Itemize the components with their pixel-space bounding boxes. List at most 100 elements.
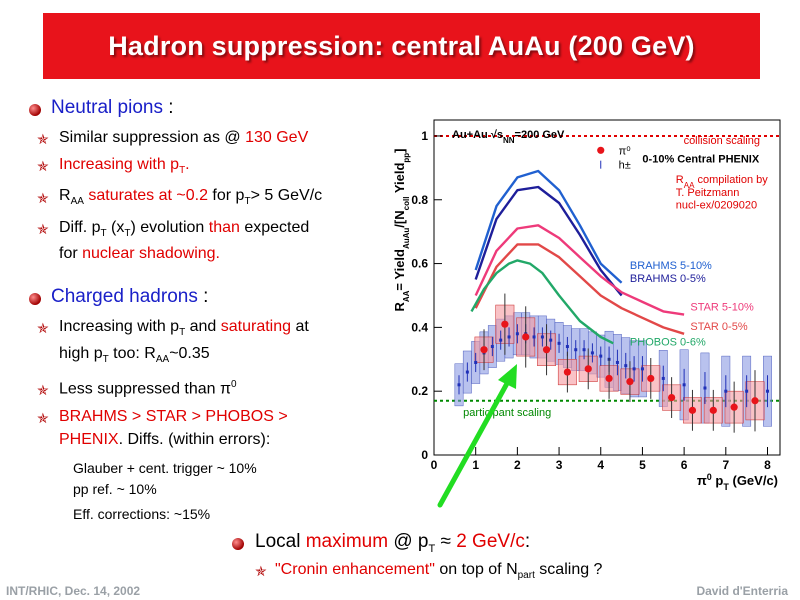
hadron-error-box	[658, 350, 668, 407]
star-bullet-icon: ✯	[255, 563, 267, 579]
hadron-error-box	[571, 328, 581, 372]
pi0-error-box	[620, 368, 640, 395]
hadron-point	[615, 360, 619, 364]
hadron-point	[765, 389, 769, 393]
hadron-point	[515, 332, 519, 336]
hadron-point	[532, 335, 536, 339]
hadron-error-box	[721, 355, 731, 427]
curve-star-0-5-	[474, 243, 685, 335]
hadron-point	[745, 389, 749, 393]
neutral-item-3: RAA saturates at ~0.2 for pT> 5 GeV/c	[59, 187, 323, 208]
hadron-error-box	[562, 325, 572, 368]
pi0-point	[522, 333, 530, 341]
pi0-point	[647, 374, 655, 383]
hadron-error-box	[604, 330, 614, 388]
x-tick-label: 4	[597, 458, 604, 472]
hadron-point	[590, 351, 594, 355]
hadron-point	[457, 383, 461, 387]
y-tick-label: 0.2	[411, 384, 428, 398]
hadron-point	[482, 351, 486, 355]
x-tick-label: 7	[722, 458, 729, 472]
hadron-point	[524, 332, 528, 336]
pi0-point	[501, 320, 509, 328]
star-bullet-icon: ✯	[37, 382, 49, 398]
x-axis-label: π0 pT (GeV/c)	[697, 472, 778, 492]
pi0-point	[626, 378, 634, 386]
hadron-error-box	[512, 312, 522, 356]
pi0-point	[584, 365, 592, 373]
annotation-compilation-3: nucl-ex/0209020	[676, 200, 757, 212]
local-maximum-text: Local maximum @ pT ≈ 2 GeV/c:	[255, 531, 531, 555]
annotation-system: Au+Au √sNN=200 GeV	[452, 129, 565, 145]
hadron-point	[661, 376, 665, 380]
y-tick-label: 0.4	[411, 320, 428, 334]
plot-frame	[433, 119, 781, 456]
hadron-point	[549, 338, 553, 342]
hadron-error-box	[763, 355, 772, 427]
charged-item-3-cont: PHENIX. Diffs. (within errors):	[59, 431, 271, 448]
annotation-compilation-2: T. Peitzmann	[676, 187, 740, 199]
hadron-error-box	[537, 315, 547, 359]
hadron-point	[682, 383, 686, 387]
pi0-point	[605, 374, 613, 383]
charged-item-2: Less suppressed than π0	[59, 379, 237, 398]
charged-item-1: Increasing with pT and saturating at	[59, 318, 309, 339]
hadron-error-box	[638, 340, 647, 398]
annotation-participant-scaling: participant scaling	[463, 407, 551, 419]
hadron-error-box	[679, 349, 689, 421]
x-tick-label: 5	[639, 458, 646, 472]
hadron-error-box	[521, 312, 531, 356]
pi0-point	[709, 406, 717, 414]
annotation-centrality: 0-10% Central PHENIX	[642, 153, 759, 165]
hadron-error-box	[471, 341, 481, 384]
annotation-compilation-1: RAA compilation by	[676, 174, 768, 190]
star-bullet-icon: ✯	[37, 158, 49, 174]
hadron-error-box	[629, 340, 639, 398]
x-tick-label: 3	[556, 458, 563, 472]
curve-label-brahms-5-10-: BRAHMS 5-10%	[630, 260, 712, 272]
curve-phobos-0-6-	[470, 259, 614, 345]
annotation-collision-scaling: collision scaling	[684, 135, 760, 147]
pi0-point	[751, 397, 759, 405]
curve-label-star-5-10-: STAR 5-10%	[690, 302, 754, 314]
bullet-neutral-pions	[29, 104, 41, 116]
x-tick-label: 1	[472, 458, 479, 472]
hadron-error-box	[546, 318, 556, 362]
x-tick-label: 8	[764, 458, 771, 472]
hadron-point	[640, 367, 644, 371]
bullet-local-maximum	[232, 538, 244, 550]
pi0-error-box	[641, 365, 661, 392]
curve-label-phobos-0-6-: PHOBOS 0-6%	[630, 337, 706, 349]
neutral-item-4-cont: for nuclear shadowing.	[59, 245, 220, 262]
pi0-point	[688, 406, 697, 414]
x-tick-label: 2	[514, 458, 521, 472]
hadron-point	[540, 335, 544, 339]
x-tick-label: 0	[431, 458, 438, 472]
hadron-point	[724, 389, 728, 393]
pi0-point	[480, 346, 488, 354]
legend-h-label: h±	[619, 160, 631, 172]
note-pp-ref: pp ref. ~ 10%	[73, 481, 157, 497]
star-bullet-icon: ✯	[37, 221, 49, 237]
legend-pi0-marker	[597, 146, 605, 154]
note-glauber: Glauber + cent. trigger ~ 10%	[73, 460, 257, 476]
star-bullet-icon: ✯	[37, 131, 49, 147]
neutral-item-4: Diff. pT (xT) evolution than expected	[59, 219, 310, 240]
hadron-point	[632, 367, 636, 371]
curve-label-star-0-5-: STAR 0-5%	[690, 321, 747, 333]
neutral-item-1: Similar suppression as @ 130 GeV	[59, 129, 309, 146]
legend-pi0-label: π⁰	[619, 145, 632, 157]
slide-title: Hadron suppression: central AuAu (200 Ge…	[108, 30, 695, 61]
pi0-point	[668, 393, 676, 402]
pi0-error-box	[537, 333, 557, 366]
title-banner: Hadron suppression: central AuAu (200 Ge…	[43, 13, 760, 79]
curve-brahms-5-10-	[474, 169, 623, 284]
pi0-error-box	[599, 365, 619, 392]
hadron-point	[607, 357, 611, 361]
hadron-error-box	[621, 337, 631, 394]
pi0-error-box	[662, 384, 682, 411]
x-tick-label: 6	[681, 458, 688, 472]
star-bullet-icon: ✯	[37, 190, 49, 206]
pi0-error-box	[516, 317, 536, 357]
hadron-point	[490, 345, 494, 349]
